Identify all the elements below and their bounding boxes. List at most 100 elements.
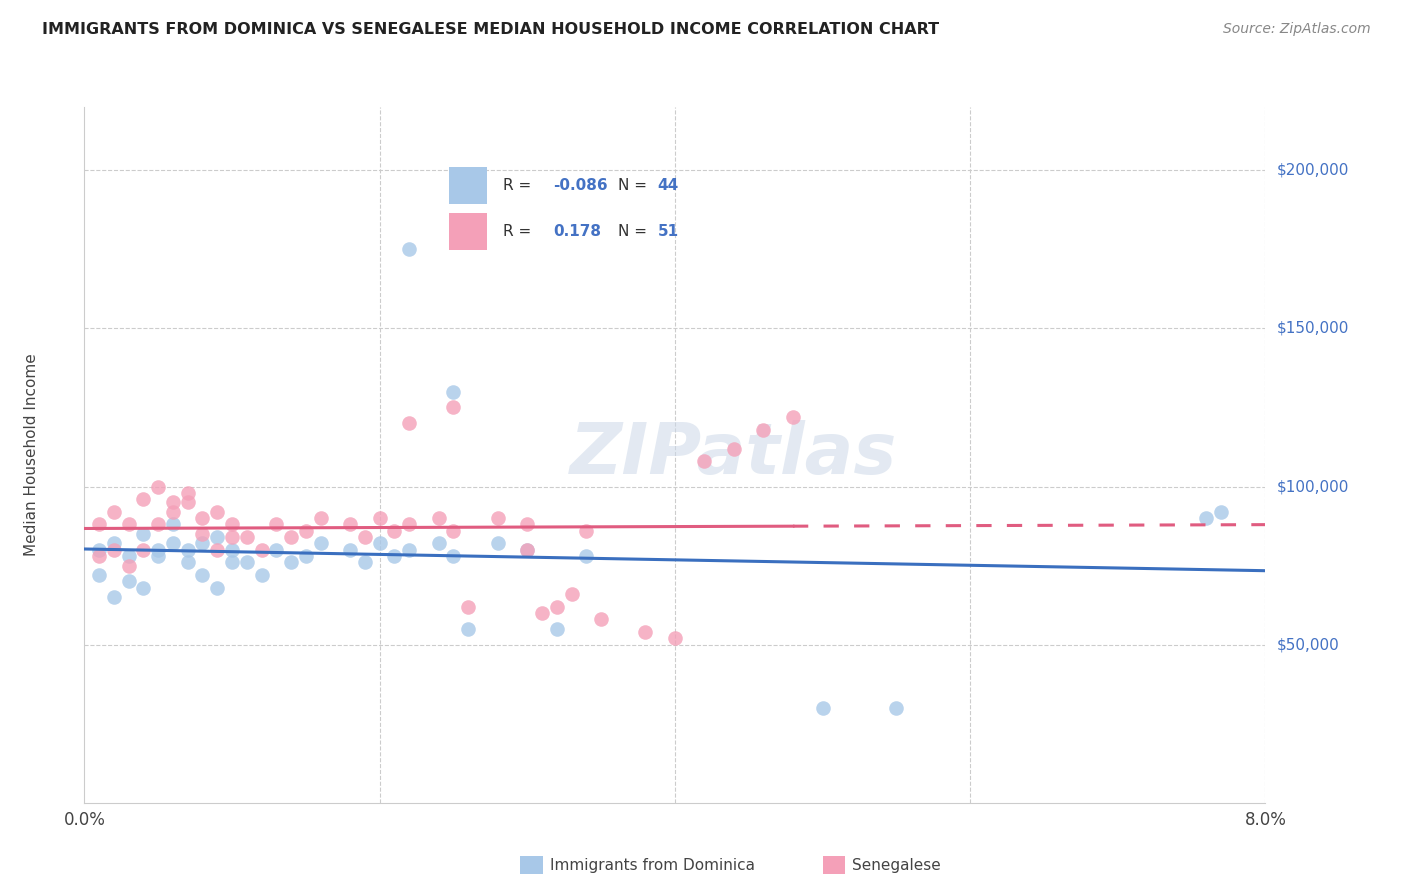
Point	[162, 505, 184, 519]
Point	[295, 549, 318, 563]
Point	[191, 511, 214, 525]
Text: IMMIGRANTS FROM DOMINICA VS SENEGALESE MEDIAN HOUSEHOLD INCOME CORRELATION CHART: IMMIGRANTS FROM DOMINICA VS SENEGALESE M…	[42, 22, 939, 37]
Text: N =: N =	[617, 178, 651, 193]
Point	[162, 495, 184, 509]
Point	[280, 556, 302, 570]
Point	[221, 517, 243, 532]
Bar	[450, 213, 486, 250]
Point	[221, 542, 243, 557]
Point	[486, 511, 509, 525]
Point	[295, 524, 318, 538]
Point	[264, 542, 288, 557]
Point	[516, 542, 538, 557]
Point	[177, 495, 200, 509]
Point	[87, 549, 111, 563]
Point	[309, 536, 332, 550]
Point	[191, 568, 214, 582]
Point	[148, 479, 170, 493]
Point	[132, 581, 155, 595]
Text: 44: 44	[658, 178, 679, 193]
Text: R =: R =	[503, 178, 536, 193]
Point	[87, 517, 111, 532]
Point	[516, 542, 538, 557]
Text: 51: 51	[658, 224, 679, 239]
Point	[664, 632, 686, 646]
Point	[398, 542, 420, 557]
Point	[264, 517, 288, 532]
Point	[339, 542, 361, 557]
Point	[693, 454, 716, 468]
Point	[782, 409, 804, 424]
Point	[531, 606, 554, 620]
Point	[443, 549, 465, 563]
Point	[368, 511, 391, 525]
Point	[250, 568, 273, 582]
Point	[118, 517, 141, 532]
Point	[205, 542, 228, 557]
Point	[886, 701, 908, 715]
Point	[148, 549, 170, 563]
Text: -0.086: -0.086	[554, 178, 609, 193]
Point	[723, 442, 745, 456]
Point	[221, 556, 243, 570]
Point	[250, 542, 273, 557]
Point	[486, 536, 509, 550]
Point	[191, 527, 214, 541]
Point	[162, 536, 184, 550]
Text: Source: ZipAtlas.com: Source: ZipAtlas.com	[1223, 22, 1371, 37]
Point	[752, 423, 775, 437]
Point	[398, 417, 420, 431]
Point	[1209, 505, 1232, 519]
Point	[103, 591, 125, 605]
Point	[443, 401, 465, 415]
Point	[221, 530, 243, 544]
Point	[546, 599, 568, 614]
Text: ZIPatlas: ZIPatlas	[571, 420, 897, 490]
Point	[634, 625, 657, 640]
Point	[103, 536, 125, 550]
Point	[205, 530, 228, 544]
Point	[1195, 511, 1218, 525]
Point	[132, 542, 155, 557]
Point	[443, 384, 465, 399]
Point	[457, 599, 479, 614]
Point	[235, 556, 259, 570]
Point	[398, 243, 420, 257]
Point	[368, 536, 391, 550]
Point	[427, 536, 450, 550]
Point	[177, 486, 200, 500]
Point	[118, 574, 141, 589]
Point	[235, 530, 259, 544]
Text: N =: N =	[617, 224, 651, 239]
Point	[443, 524, 465, 538]
Point	[811, 701, 834, 715]
Point	[516, 517, 538, 532]
Point	[177, 556, 200, 570]
Point	[382, 524, 406, 538]
Text: $100,000: $100,000	[1277, 479, 1348, 494]
Point	[177, 542, 200, 557]
Text: $50,000: $50,000	[1277, 637, 1340, 652]
Point	[103, 542, 125, 557]
Point	[309, 511, 332, 525]
Point	[103, 505, 125, 519]
Point	[354, 556, 377, 570]
Point	[205, 505, 228, 519]
Point	[427, 511, 450, 525]
Point	[132, 492, 155, 507]
Point	[205, 581, 228, 595]
Point	[162, 517, 184, 532]
Text: $150,000: $150,000	[1277, 321, 1348, 336]
Point	[87, 568, 111, 582]
Point	[382, 549, 406, 563]
Text: $200,000: $200,000	[1277, 163, 1348, 178]
Point	[132, 527, 155, 541]
Point	[118, 558, 141, 573]
Point	[148, 517, 170, 532]
Point	[118, 549, 141, 563]
Point	[354, 530, 377, 544]
Point	[546, 622, 568, 636]
Point	[280, 530, 302, 544]
Text: Senegalese: Senegalese	[852, 858, 941, 872]
Point	[191, 536, 214, 550]
